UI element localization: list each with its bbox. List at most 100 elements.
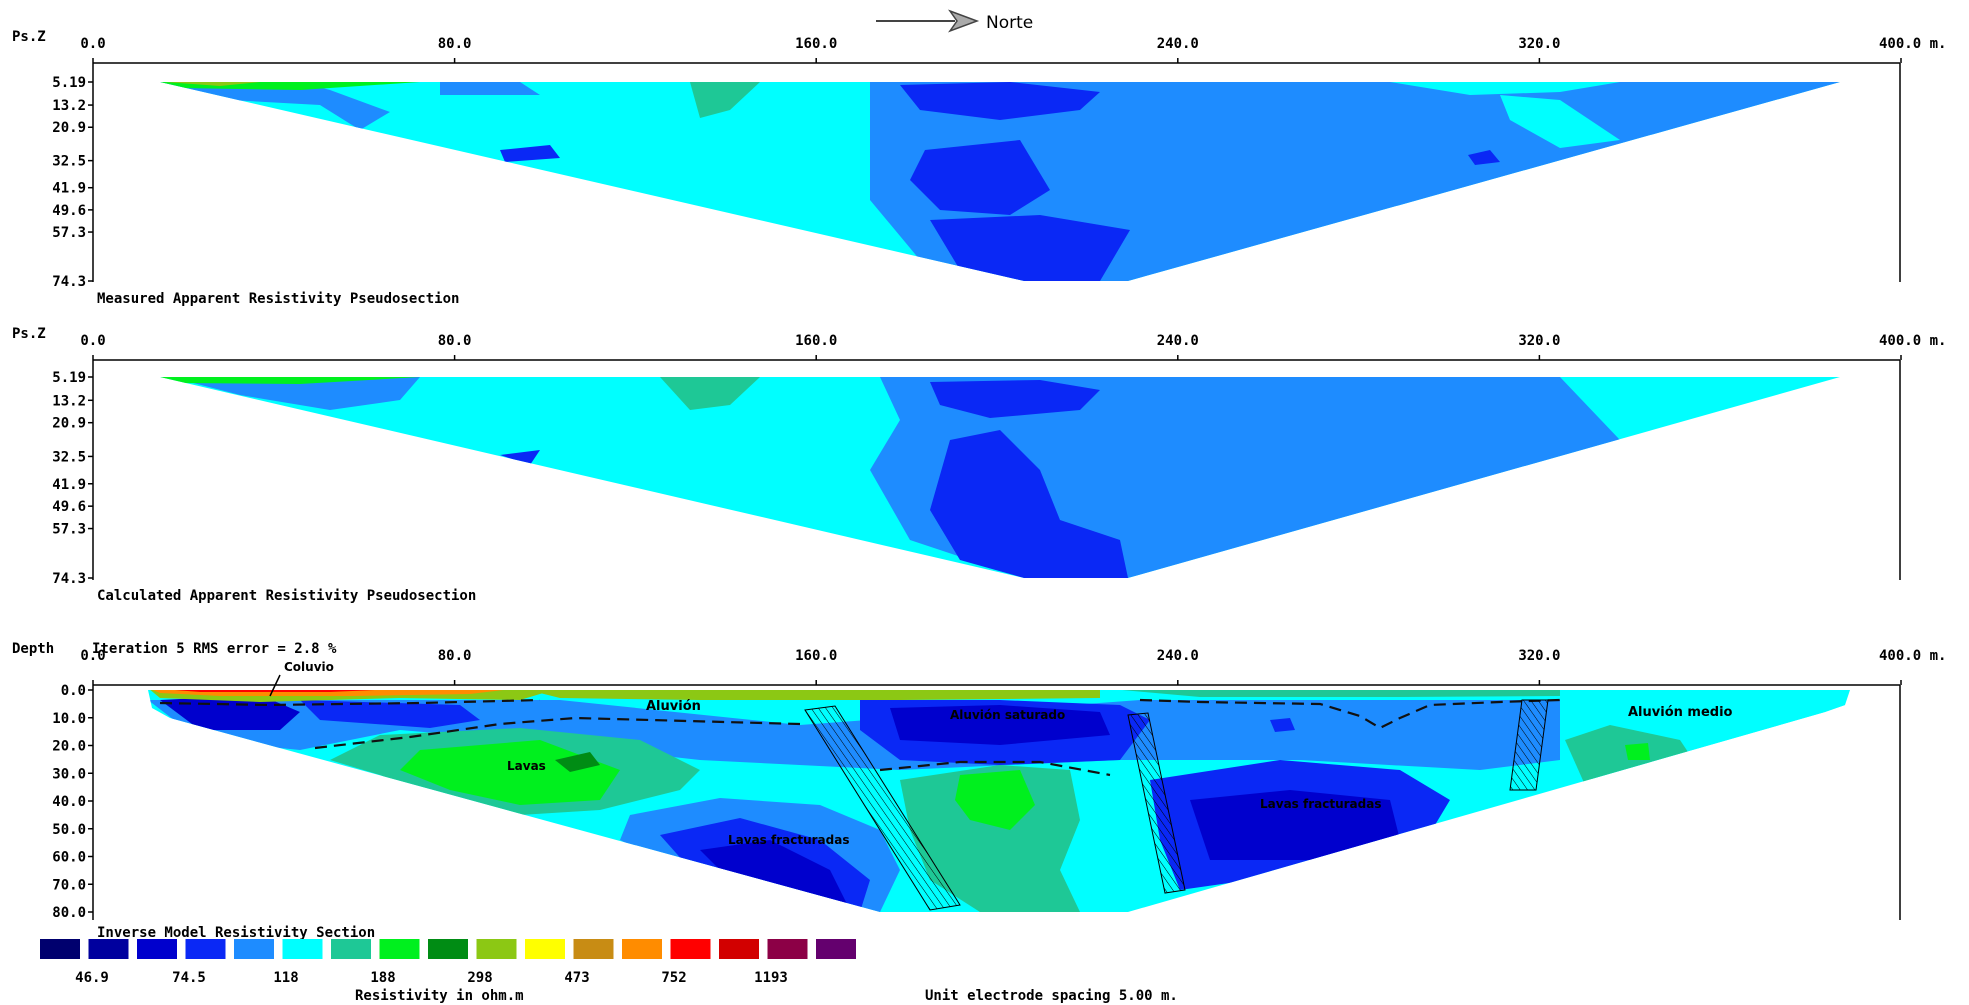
depth-tick-label: 70.0 (52, 877, 86, 893)
model-iteration-text: Iteration 5 RMS error = 2.8 % (92, 641, 337, 657)
x-tick-label: 320.0 (1518, 648, 1560, 664)
x-tick-label: 160.0 (795, 36, 837, 52)
x-tick-label: 240.0 (1157, 36, 1199, 52)
legend-value-label: 188 (370, 970, 395, 986)
depth-tick-label: 41.9 (52, 477, 86, 493)
legend-swatch (525, 939, 565, 959)
x-tick-label: 0.0 (80, 36, 105, 52)
x-tick-label: 240.0 (1157, 648, 1199, 664)
model-caption: Inverse Model Resistivity Section (97, 925, 375, 941)
legend-value-labels: 46.9 74.5 118 188 298 473 752 1193 (75, 970, 788, 986)
x-tick-label: 80.0 (438, 36, 472, 52)
x-tick-label: 80.0 (438, 333, 472, 349)
legend-swatch (40, 939, 80, 959)
measured-x-tick-labels: 0.0 80.0 160.0 240.0 320.0 400.0 m. (80, 36, 1946, 63)
depth-tick-label: 60.0 (52, 850, 86, 866)
depth-tick-label: 49.6 (52, 499, 86, 515)
legend-value-label: 1193 (754, 970, 788, 986)
depth-tick-label: 49.6 (52, 203, 86, 219)
annotation-aluvion-saturado: Aluvión saturado (950, 708, 1065, 722)
legend-value-label: 752 (661, 970, 686, 986)
annotation-coluvio: Coluvio (284, 660, 334, 674)
x-tick-label: 400.0 m. (1879, 333, 1946, 349)
legend-swatch (282, 939, 323, 959)
legend-swatch (670, 939, 711, 959)
depth-tick-label: 5.19 (52, 370, 86, 386)
x-tick-label: 320.0 (1518, 36, 1560, 52)
depth-tick-label: 74.3 (52, 274, 86, 290)
annotation-aluvion: Aluvión (646, 699, 701, 714)
depth-tick-label: 13.2 (52, 393, 86, 409)
x-tick-label: 240.0 (1157, 333, 1199, 349)
depth-tick-label: 10.0 (52, 711, 86, 727)
depth-tick-label: 41.9 (52, 181, 86, 197)
legend-value-label: 118 (273, 970, 298, 986)
panel-measured: Ps.Z 0.0 80.0 160.0 240.0 320.0 400.0 m. 5.19… (12, 29, 1946, 307)
legend-value-label: 298 (467, 970, 492, 986)
measured-axis-label: Ps.Z (12, 29, 46, 45)
legend-units-label: Resistivity in ohm.m (355, 988, 524, 1004)
annotation-lavas-fracturadas-left: Lavas fracturadas (728, 833, 849, 847)
legend-swatch (719, 939, 759, 959)
x-tick-label: 400.0 m. (1879, 648, 1946, 664)
calculated-depth-tick-labels: 5.19 13.2 20.9 32.5 41.9 49.6 57.3 74.3 (52, 370, 93, 587)
depth-tick-label: 20.0 (52, 739, 86, 755)
depth-tick-label: 74.3 (52, 571, 86, 587)
depth-tick-label: 0.0 (61, 683, 86, 699)
x-tick-label: 400.0 m. (1879, 36, 1946, 52)
calculated-x-tick-labels: 0.0 80.0 160.0 240.0 320.0 400.0 m. (80, 333, 1946, 360)
annotation-lavas: Lavas (507, 759, 546, 773)
legend-swatch (573, 939, 614, 959)
legend-value-label: 46.9 (75, 970, 109, 986)
depth-tick-label: 30.0 (52, 766, 86, 782)
x-tick-label: 160.0 (795, 333, 837, 349)
legend-swatch (88, 939, 129, 959)
legend-swatch (234, 939, 274, 959)
legend-color-bar (40, 939, 856, 959)
legend-swatch (428, 939, 468, 959)
depth-tick-label: 20.9 (52, 120, 86, 136)
legend-swatch (622, 939, 662, 959)
legend-swatch (476, 939, 517, 959)
legend-swatch (816, 939, 856, 959)
legend-swatch (379, 939, 420, 959)
legend-swatch (185, 939, 226, 959)
depth-tick-label: 57.3 (52, 522, 86, 538)
model-x-tick-labels: 0.0 80.0 160.0 240.0 320.0 400.0 m. (80, 648, 1946, 685)
x-tick-label: 160.0 (795, 648, 837, 664)
legend-swatch (331, 939, 371, 959)
x-tick-label: 320.0 (1518, 333, 1560, 349)
depth-tick-label: 50.0 (52, 822, 86, 838)
depth-tick-label: 80.0 (52, 905, 86, 921)
depth-tick-label: 40.0 (52, 794, 86, 810)
legend-swatch (137, 939, 177, 959)
panel-model: Depth Iteration 5 RMS error = 2.8 % 0.0 8… (12, 641, 1946, 941)
measured-depth-tick-labels: 5.19 13.2 20.9 32.5 41.9 49.6 57.3 74.3 (52, 75, 93, 290)
depth-tick-label: 5.19 (52, 75, 86, 91)
x-tick-label: 80.0 (438, 648, 472, 664)
depth-tick-label: 32.5 (52, 154, 86, 170)
measured-pseudosection (160, 82, 1840, 281)
calculated-axis-label: Ps.Z (12, 326, 46, 342)
panel-calculated: Ps.Z 0.0 80.0 160.0 240.0 320.0 400.0 m. 5.19… (12, 326, 1946, 604)
north-arrow (876, 9, 980, 33)
model-depth-tick-labels: 0.0 10.0 20.0 30.0 40.0 50.0 60.0 70.0 80.0 (52, 683, 93, 921)
legend-swatch (767, 939, 808, 959)
depth-tick-label: 13.2 (52, 98, 86, 114)
depth-tick-label: 57.3 (52, 225, 86, 241)
annotation-aluvion-medio: Aluvión medio (1628, 705, 1733, 720)
legend-value-label: 74.5 (172, 970, 206, 986)
model-axis-label: Depth (12, 641, 54, 657)
calculated-caption: Calculated Apparent Resistivity Pseudose… (97, 588, 476, 604)
x-tick-label: 0.0 (80, 333, 105, 349)
north-label: Norte (986, 13, 1033, 33)
electrode-spacing-label: Unit electrode spacing 5.00 m. (925, 988, 1178, 1004)
depth-tick-label: 20.9 (52, 416, 86, 432)
x-tick-label: 0.0 (80, 648, 105, 664)
annotation-lavas-fracturadas-right: Lavas fracturadas (1260, 797, 1381, 811)
measured-caption: Measured Apparent Resistivity Pseudosect… (97, 291, 459, 307)
calculated-pseudosection (160, 377, 1840, 578)
legend-value-label: 473 (564, 970, 589, 986)
depth-tick-label: 32.5 (52, 449, 86, 465)
